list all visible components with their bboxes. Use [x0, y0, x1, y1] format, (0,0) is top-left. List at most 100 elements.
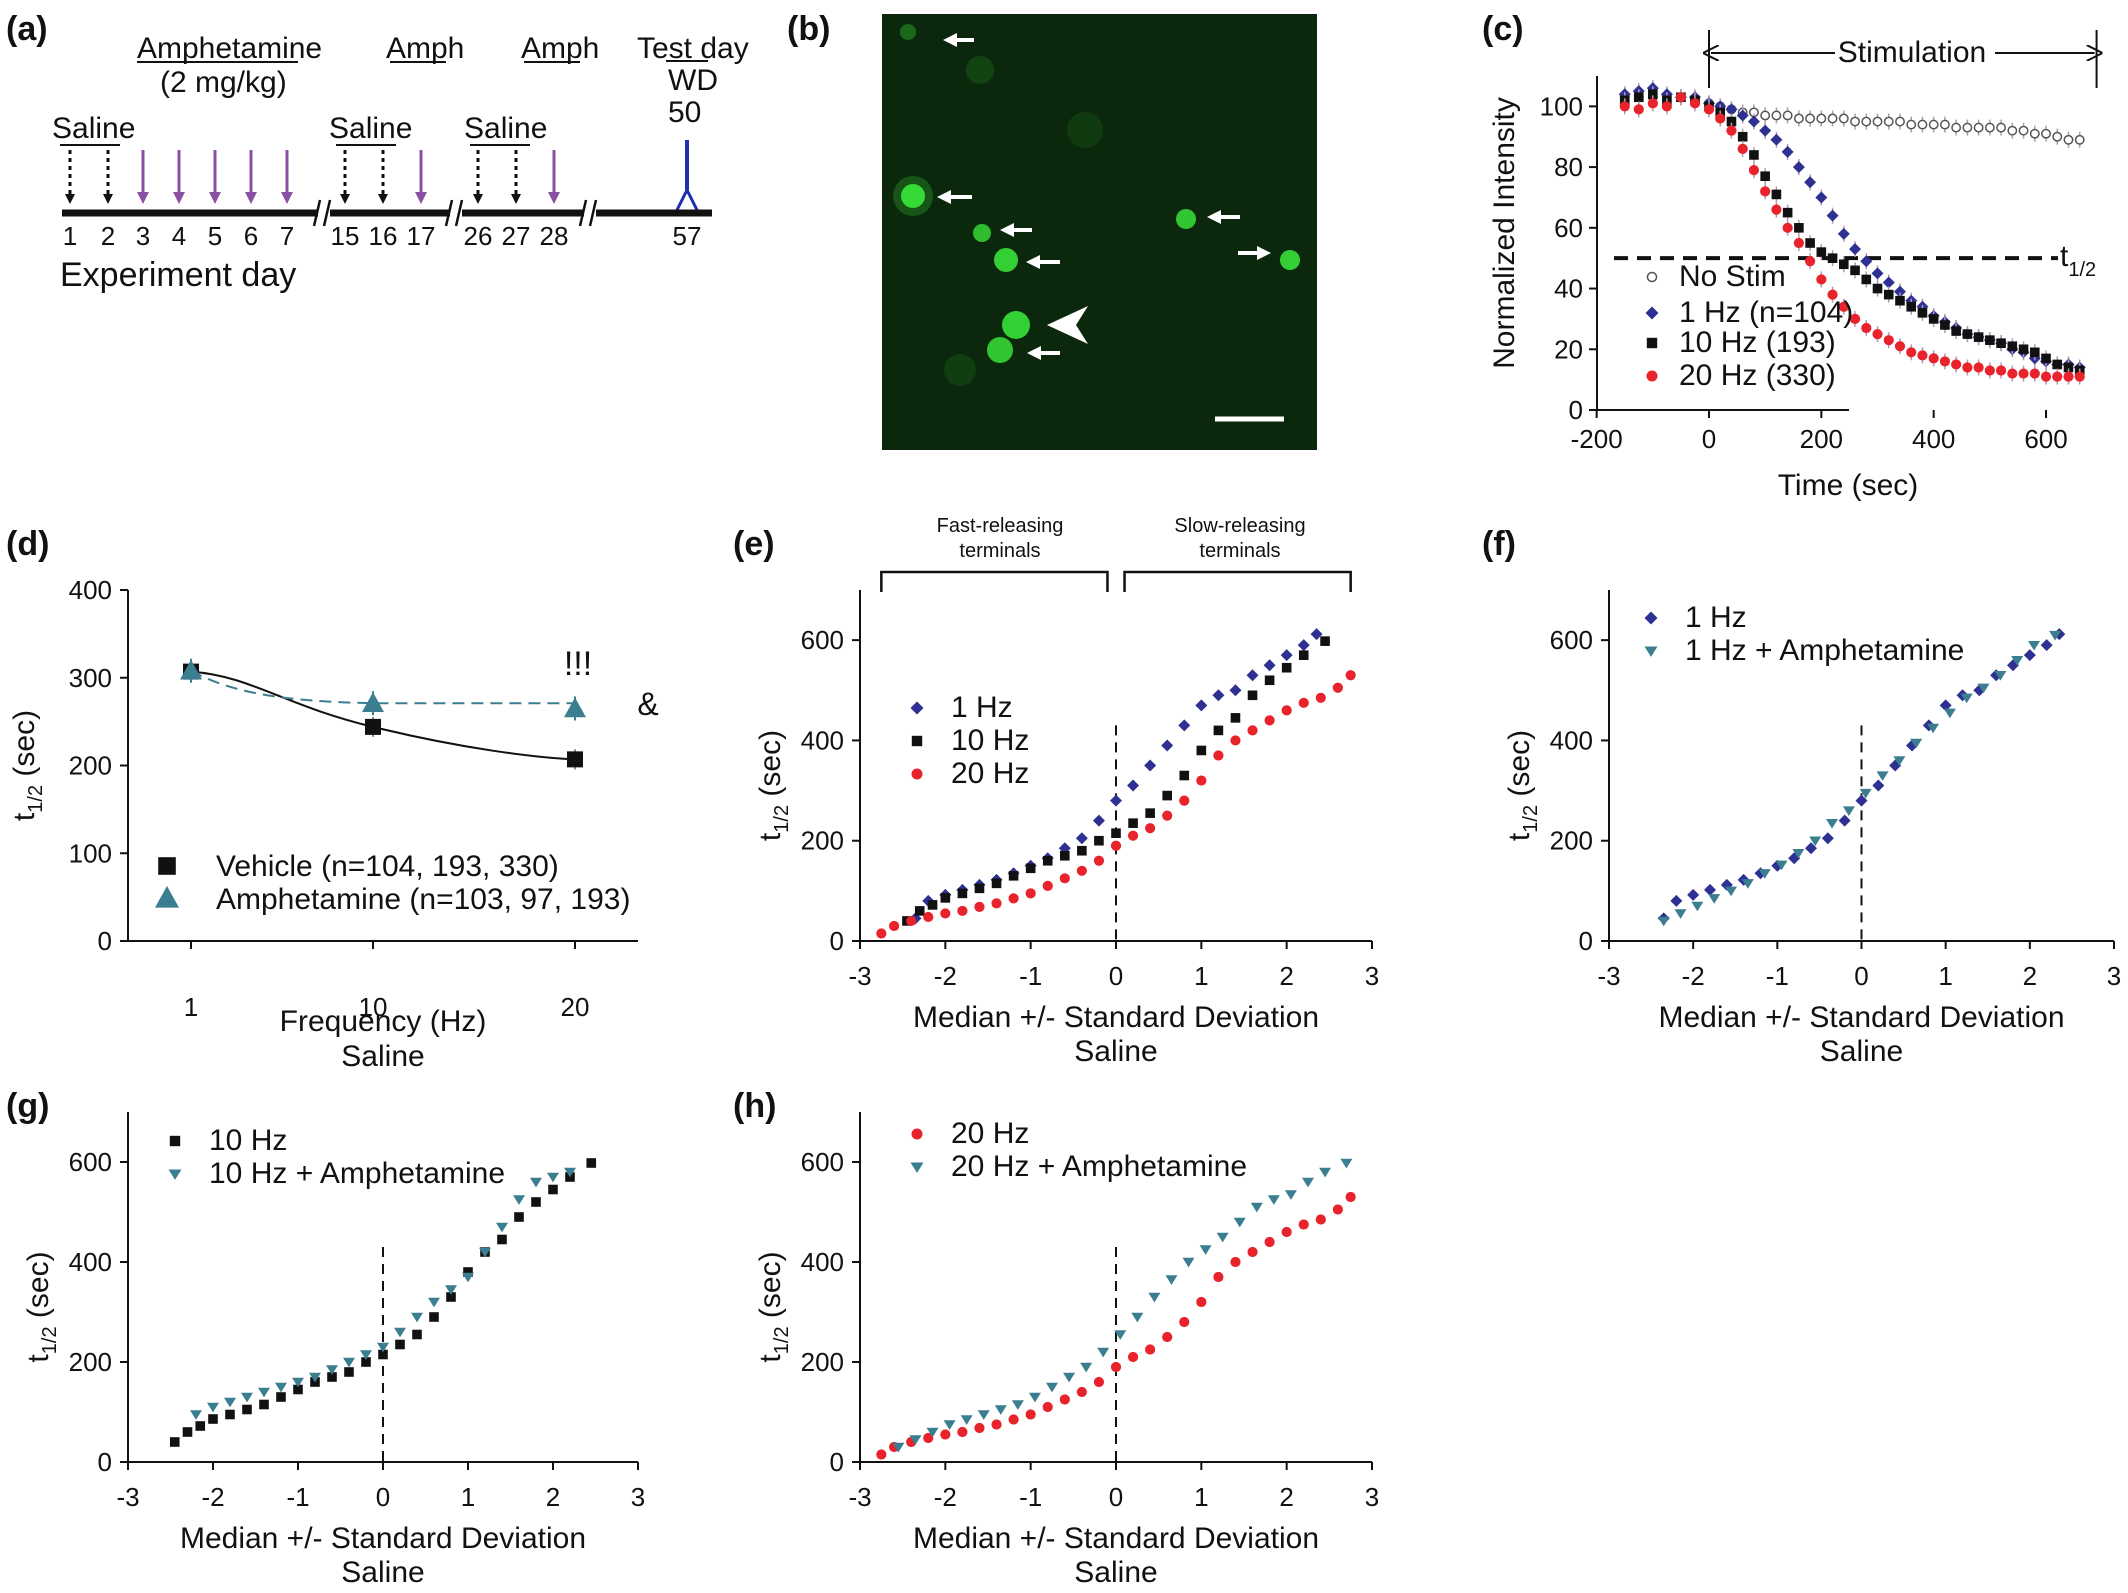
x-tick-label: -3: [848, 961, 871, 991]
series-1: [1657, 630, 2062, 927]
data-point: [1771, 204, 1782, 215]
fast-bracket-label: Fast-releasing: [937, 515, 1064, 537]
data-point: [1792, 849, 1805, 859]
data-point: [1011, 1400, 1024, 1410]
data-point: [1804, 176, 1817, 189]
data-point: [1128, 818, 1138, 828]
data-point: [275, 1382, 287, 1393]
arrowhead-marker: [1047, 306, 1088, 344]
data-point: [428, 1297, 440, 1308]
data-point: [957, 888, 968, 899]
x-tick-label-d: 10: [359, 992, 388, 1022]
y-tick-label: 400: [801, 725, 844, 755]
legend-marker: [911, 1128, 923, 1140]
data-point: [2063, 362, 2074, 373]
data-point: [394, 1327, 406, 1338]
y-tick-label-c: 40: [1554, 274, 1583, 304]
vehicle-point: [365, 718, 381, 735]
data-point: [1199, 1245, 1212, 1255]
legend-marker-c: [1646, 271, 1658, 283]
data-point: [445, 1285, 457, 1295]
x-tick-label-d: 1: [184, 992, 198, 1022]
data-point: [957, 1426, 968, 1438]
y-tick-label-d: 200: [69, 751, 112, 781]
x-tick-label: 3: [1365, 961, 1379, 991]
amp-annotation: &: [637, 686, 658, 722]
data-point: [1962, 122, 1973, 133]
data-point: [1939, 699, 1952, 712]
data-point: [1687, 888, 1700, 901]
day-labels: 1 2 3 4 5 6 7 15 16 17 26 27 28 57: [63, 221, 702, 251]
data-point: [876, 928, 887, 939]
data-point: [1670, 894, 1683, 907]
data-point: [1973, 122, 1984, 133]
data-point: [1302, 1177, 1314, 1188]
y-tick-label-c: 20: [1554, 334, 1583, 364]
y-tick-label: 600: [1550, 625, 1593, 655]
legend-label-d: Vehicle (n=104, 193, 330): [216, 850, 559, 883]
data-point: [1247, 690, 1258, 701]
data-point: [1928, 314, 1939, 324]
panel-label-d: (d): [6, 525, 49, 563]
data-point: [892, 1442, 905, 1453]
timeline-breaks: [312, 199, 598, 227]
x-axis-label: Median +/- Standard Deviation: [913, 1522, 1319, 1555]
data-point: [1758, 869, 1771, 879]
data-point: [2052, 359, 2063, 370]
data-point: [1319, 1167, 1332, 1178]
data-point: [1725, 886, 1738, 897]
data-point: [411, 1312, 423, 1323]
x-axis-label: Median +/- Standard Deviation: [1658, 1001, 2064, 1034]
data-point: [1092, 814, 1105, 827]
data-point: [1737, 131, 1748, 142]
panel-label-a: (a): [6, 10, 48, 48]
series-1: [902, 636, 1330, 926]
data-point: [1821, 832, 1834, 845]
x-tick-label: 1: [1194, 961, 1208, 991]
data-point: [326, 1365, 338, 1375]
legend-label: 1 Hz: [1685, 601, 1747, 634]
data-point: [1246, 669, 1259, 682]
data-point: [2074, 134, 2085, 145]
slow-bracket-label2: terminals: [1199, 540, 1280, 562]
puncta-arrows: [937, 33, 1271, 360]
data-point: [1097, 1347, 1110, 1358]
legend-marker: [169, 1135, 181, 1147]
series-1: [892, 1158, 1353, 1453]
data-point: [1838, 301, 1849, 312]
x-tick-label-c: -200: [1571, 424, 1623, 454]
data-point: [1145, 808, 1155, 818]
day-label: 16: [369, 221, 398, 251]
sig-annotation: !!!: [564, 645, 592, 683]
data-point: [1849, 243, 1862, 256]
data-point: [190, 1410, 202, 1420]
amph-point: [362, 692, 384, 712]
data-point: [463, 1267, 473, 1277]
y-tick-label: 600: [69, 1147, 112, 1177]
day-label: 5: [208, 221, 222, 251]
data-point: [1230, 735, 1241, 746]
data-point: [1782, 222, 1793, 233]
data-point: [2011, 656, 2024, 666]
data-point: [1281, 705, 1292, 716]
data-point: [1689, 98, 1701, 109]
data-point: [943, 1420, 956, 1430]
data-point: [1737, 143, 1748, 154]
data-point: [1861, 274, 1872, 285]
data-point: [1093, 1376, 1105, 1388]
data-point: [1928, 119, 1939, 130]
data-point: [1927, 723, 1940, 734]
data-point: [258, 1387, 270, 1398]
x-tick-label: -1: [1019, 1482, 1042, 1512]
panel-label-b: (b): [787, 10, 830, 48]
amph-arrows: [137, 150, 560, 204]
x-tick-label: 1: [1938, 961, 1952, 991]
data-point: [1943, 708, 1956, 719]
panel-label-f: (f): [1482, 525, 1516, 563]
data-point: [1815, 191, 1828, 204]
data-point: [1063, 1372, 1076, 1383]
data-point: [1827, 289, 1838, 300]
data-point: [497, 1234, 507, 1245]
data-point: [1076, 1386, 1087, 1398]
data-point: [2041, 128, 2051, 139]
